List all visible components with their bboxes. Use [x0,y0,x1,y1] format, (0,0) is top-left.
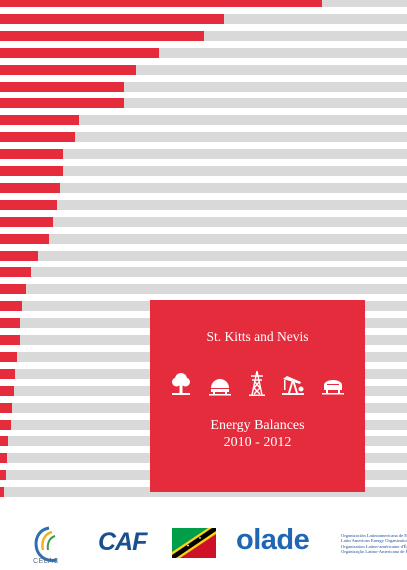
energy-icons [170,368,345,396]
bar-fill [0,0,322,7]
caf-logo: CAF [98,528,147,556]
bar-fill [0,436,9,447]
bar-fill [0,233,49,244]
bar-fill [0,132,76,143]
bar-track [0,64,407,75]
bar-fill [0,250,38,261]
bar-fill [0,402,13,413]
bar-track [0,13,407,24]
oil-pump-icon [281,376,304,395]
bar-track [0,47,407,58]
bar-fill [0,335,20,345]
bar-fill [0,115,80,126]
partner-logos: CELAC CAF olade Organización Latinoameri… [0,520,407,570]
bar-fill [0,182,60,193]
bar-track [0,0,407,7]
bar-track [0,284,407,295]
bar-track [0,250,407,261]
bar-track [0,166,407,176]
bar-fill [0,368,16,379]
bar-track [0,233,407,244]
bar-fill [0,47,159,58]
bar-fill [0,487,5,498]
bar-fill [0,64,137,75]
bar-track [0,115,407,126]
bar-track [0,30,407,41]
bar-fill [0,318,21,329]
bar-fill [0,284,27,295]
celac-logo-icon [34,526,58,562]
bar-fill [0,199,57,210]
bar-track [0,267,407,278]
country-title: St. Kitts and Nevis [206,329,309,344]
bar-fill [0,149,64,160]
bar-track [0,182,407,193]
bar-track [0,132,407,143]
biogas-dome-icon [209,379,232,396]
bar-fill [0,267,31,278]
bar-fill [0,13,224,24]
bar-track [0,98,407,109]
celac-logo-text: CELAC [33,558,59,565]
bar-fill [0,453,8,464]
st-kitts-nevis-flag-icon [172,528,216,558]
bar-track [0,199,407,210]
power-tower-icon [248,370,265,396]
bar-fill [0,98,125,109]
fuel-tank-icon [322,380,344,395]
bar-fill [0,419,11,430]
bar-fill [0,166,64,176]
olade-logo: olade [236,524,310,556]
report-title: Energy Balances [210,418,305,433]
bar-fill [0,301,23,312]
bar-fill [0,351,18,362]
bar-fill [0,470,7,481]
tree-icon [172,373,190,395]
cover-title-box: St. Kitts and Nevis [150,300,365,492]
bar-fill [0,385,15,396]
olade-description: Organización Latinoamericana de Energía … [341,533,407,554]
bar-fill [0,81,125,92]
bar-track [0,149,407,160]
bar-track [0,216,407,227]
bar-track [0,81,407,92]
bar-fill [0,216,53,227]
bar-track [0,487,407,498]
report-years: 2010 - 2012 [223,435,292,450]
bar-fill [0,30,204,41]
cover-subtitle: Energy Balances 2010 - 2012 [150,417,365,451]
